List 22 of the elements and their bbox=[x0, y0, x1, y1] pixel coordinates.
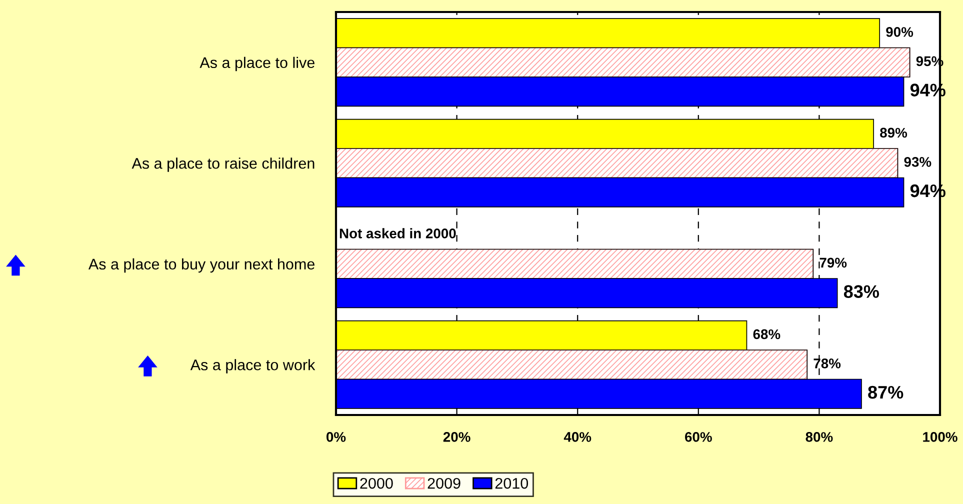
data-label: 90% bbox=[886, 27, 914, 37]
legend-label: 2009 bbox=[428, 478, 460, 489]
x-tick-label: 20% bbox=[443, 432, 470, 442]
data-label: 78% bbox=[814, 358, 841, 368]
y-tick-label: As a place to work bbox=[190, 359, 316, 374]
data-label: 89% bbox=[880, 128, 908, 138]
x-tick-label: 40% bbox=[564, 432, 592, 442]
data-label: 87% bbox=[868, 386, 904, 399]
data-label: 93% bbox=[904, 157, 932, 167]
y-tick-label: As a place to buy your next home bbox=[88, 258, 315, 273]
legend-label: 2000 bbox=[360, 478, 393, 489]
y-tick-label: As a place to raise children bbox=[132, 158, 314, 172]
data-label: 83% bbox=[844, 285, 880, 298]
annotation: Not asked in 2000 bbox=[340, 228, 456, 238]
x-tick-label: 100% bbox=[923, 432, 958, 442]
data-label: 68% bbox=[753, 329, 780, 340]
x-tick-label: 80% bbox=[806, 432, 833, 442]
x-tick-label: 0% bbox=[326, 432, 346, 442]
x-tick-label: 60% bbox=[685, 432, 712, 442]
data-label: 79% bbox=[820, 258, 847, 268]
y-tick-label: As a place to live bbox=[200, 56, 314, 72]
legend-label: 2010 bbox=[495, 478, 528, 489]
